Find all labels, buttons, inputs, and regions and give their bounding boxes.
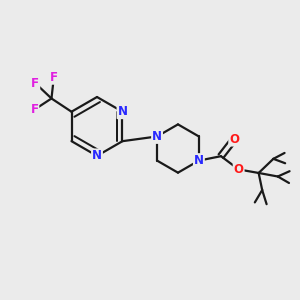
Text: F: F: [30, 103, 38, 116]
Text: O: O: [234, 163, 244, 176]
Text: F: F: [50, 71, 58, 84]
Text: F: F: [31, 77, 39, 90]
Text: N: N: [194, 154, 204, 167]
Text: N: N: [118, 105, 128, 118]
Text: O: O: [229, 133, 239, 146]
Text: N: N: [92, 149, 102, 162]
Text: N: N: [152, 130, 162, 143]
